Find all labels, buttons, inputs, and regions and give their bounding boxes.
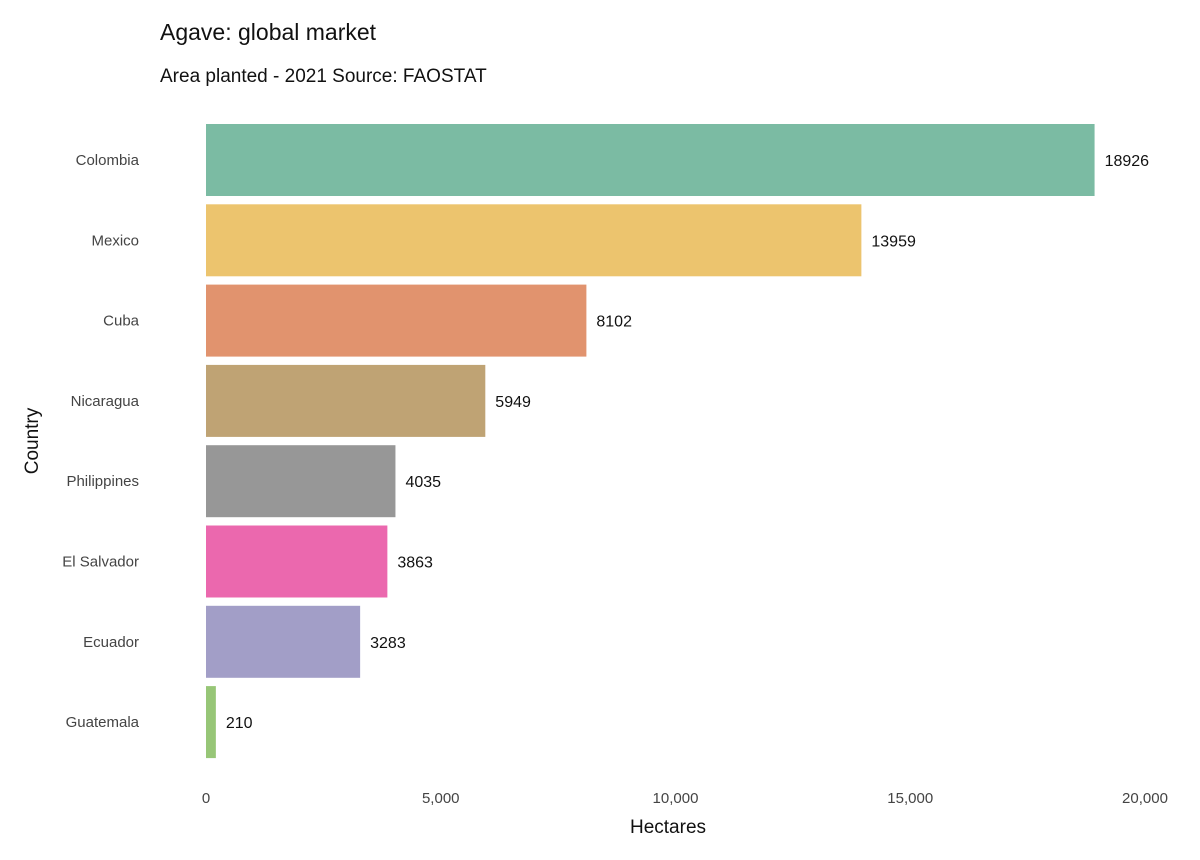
bar-mexico — [206, 204, 862, 277]
x-tick-label: 20,000 — [1122, 790, 1168, 807]
x-axis-ticks: 0 5,000 10,000 15,000 20,000 — [202, 790, 1168, 807]
bar-ecuador — [206, 605, 361, 678]
bar-el-salvador — [206, 525, 388, 598]
bar-cuba — [206, 284, 587, 357]
value-label-mexico: 13959 — [871, 233, 916, 250]
value-label-colombia: 18926 — [1105, 153, 1150, 170]
bar-colombia — [206, 124, 1095, 196]
x-tick-label: 15,000 — [887, 790, 933, 807]
y-axis-title: Country — [22, 407, 43, 474]
chart-title: Agave: global market — [160, 19, 377, 45]
value-label-ecuador: 3283 — [370, 635, 406, 652]
x-axis-title: Hectares — [630, 817, 706, 838]
value-label-nicaragua: 5949 — [495, 394, 531, 411]
category-label-guatemala: Guatemala — [66, 714, 140, 731]
value-label-philippines: 4035 — [405, 474, 441, 491]
category-label-cuba: Cuba — [103, 313, 140, 330]
category-label-mexico: Mexico — [91, 232, 139, 249]
bar-philippines — [206, 445, 396, 518]
chart-subtitle: Area planted - 2021 Source: FAOSTAT — [160, 66, 487, 87]
value-label-guatemala: 210 — [226, 715, 253, 732]
category-label-colombia: Colombia — [76, 152, 140, 169]
bars-layer — [206, 124, 1095, 759]
category-label-philippines: Philippines — [66, 473, 139, 490]
value-label-el-salvador: 3863 — [397, 555, 433, 572]
x-tick-label: 5,000 — [422, 790, 460, 807]
bar-nicaragua — [206, 364, 486, 437]
value-label-cuba: 8102 — [596, 314, 632, 331]
category-label-el-salvador: El Salvador — [62, 554, 139, 571]
category-label-ecuador: Ecuador — [83, 634, 139, 651]
category-label-nicaragua: Nicaragua — [71, 393, 140, 410]
x-tick-label: 10,000 — [653, 790, 699, 807]
x-tick-label: 0 — [202, 790, 210, 807]
labels-layer: Colombia 18926 Mexico 13959 Cuba 8102 Nicaragu… — [62, 152, 1149, 732]
bar-guatemala — [206, 686, 216, 759]
